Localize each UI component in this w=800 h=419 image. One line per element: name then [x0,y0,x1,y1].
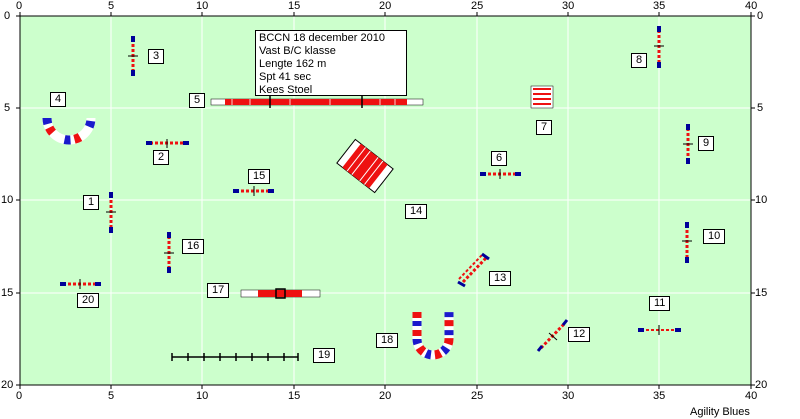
tunnel-4 [42,117,96,145]
x-tick-top: 5 [108,0,115,12]
jump-10 [682,222,692,263]
obstacle-number-9: 9 [698,136,715,151]
jump-8 [654,26,664,68]
course-class: Vast B/C klasse [259,45,336,57]
x-tick-bottom: 30 [562,390,575,402]
x-tick-bottom: 25 [471,390,484,402]
obstacle-number-12: 12 [568,327,591,342]
y-tick-left: 5 [4,102,11,114]
dogwalk-5 [210,96,424,108]
jump-16 [164,232,174,273]
x-tick-top: 25 [471,0,484,12]
obstacle-number-2: 2 [153,150,170,165]
y-tick-right: 20 [755,379,768,391]
x-tick-top: 35 [653,0,666,12]
y-tick-right: 5 [757,102,764,114]
obstacle-number-17: 17 [207,283,230,298]
jump-2 [146,139,189,148]
obstacle-number-20: 20 [77,293,100,308]
y-tick-left: 10 [1,194,14,206]
credit-text: Agility Blues [690,406,750,418]
course-info-box: BCCN 18 december 2010 Vast B/C klasse Le… [255,30,407,96]
obstacle-number-6: 6 [491,151,508,166]
obstacle-number-8: 8 [631,53,648,68]
obstacle-number-1: 1 [83,195,100,210]
x-tick-bottom: 15 [288,390,301,402]
obstacle-number-13: 13 [489,271,512,286]
x-tick-bottom: 35 [653,390,666,402]
course-length: Lengte 162 m [259,58,327,70]
y-tick-right: 10 [755,194,768,206]
jump-12 [536,319,569,352]
obstacle-number-11: 11 [649,296,671,311]
y-tick-left: 0 [4,10,11,22]
tunnel-18 [412,312,454,360]
jump-6 [480,169,521,179]
x-tick-top: 20 [379,0,392,12]
grid-lines [20,16,751,385]
weave-19 [171,353,299,361]
table-7 [530,85,554,109]
x-tick-top: 40 [745,0,758,12]
obstacle-number-16: 16 [182,239,205,254]
obstacle-number-7: 7 [536,120,553,135]
obstacle-number-19: 19 [313,348,336,363]
jump-1 [106,192,116,233]
obstacle-number-3: 3 [148,49,165,64]
x-tick-bottom: 5 [108,390,115,402]
jump-11 [638,325,681,335]
aframe-14 [336,138,394,194]
y-tick-right: 15 [755,287,768,299]
obstacle-number-14: 14 [405,204,428,219]
x-tick-bottom: 0 [16,390,23,402]
x-tick-bottom: 40 [745,390,758,402]
obstacle-number-5: 5 [189,93,206,108]
x-tick-top: 15 [288,0,301,12]
tunnel-17 [240,288,321,299]
obstacle-number-18: 18 [376,333,399,348]
course-title: BCCN 18 december 2010 [259,32,385,44]
jump-13 [457,252,490,288]
y-tick-left: 15 [1,287,14,299]
y-tick-left: 20 [1,379,14,391]
jump-3 [128,36,138,76]
y-tick-right: 0 [757,10,764,22]
x-tick-top: 10 [196,0,209,12]
x-tick-top: 30 [562,0,575,12]
x-tick-top: 0 [16,0,23,12]
obstacle-number-15: 15 [248,169,271,184]
obstacle-number-4: 4 [50,92,67,107]
course-judge: Kees Stoel [259,84,313,96]
jump-9 [683,124,693,164]
obstacle-number-10: 10 [703,229,726,244]
jump-20 [60,279,101,289]
x-tick-bottom: 20 [379,390,392,402]
course-time: Spt 41 sec [259,71,311,83]
x-tick-bottom: 10 [196,390,209,402]
jump-15 [233,186,274,196]
